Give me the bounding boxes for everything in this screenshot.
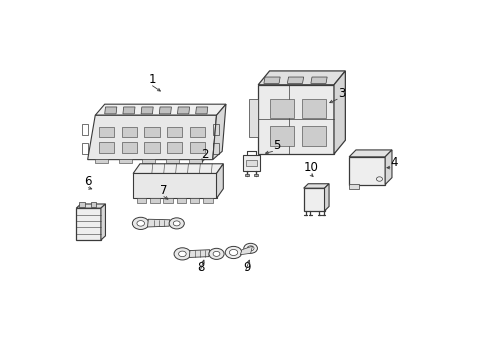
Bar [99,142,114,153]
Bar [150,198,159,203]
Bar [245,160,257,166]
Bar [243,156,260,171]
Polygon shape [133,164,223,174]
Bar [142,159,155,163]
Polygon shape [333,71,345,154]
Bar [212,123,219,135]
Bar [301,126,326,146]
Circle shape [178,251,186,257]
Bar [167,127,182,138]
Text: 7: 7 [160,184,167,197]
Polygon shape [348,150,391,157]
Circle shape [208,248,224,260]
Circle shape [244,243,257,253]
Bar [189,159,202,163]
Bar [82,123,88,135]
Polygon shape [248,99,258,138]
Bar [348,184,358,189]
Polygon shape [95,104,225,115]
Bar [301,99,326,118]
Polygon shape [189,250,209,257]
Bar [203,198,212,203]
Bar [144,127,159,138]
Polygon shape [348,157,385,185]
Bar [90,202,96,207]
Bar [122,142,137,153]
Bar [95,159,108,163]
Bar [82,143,88,154]
Bar [189,198,199,203]
Bar [119,159,132,163]
Polygon shape [310,77,326,84]
Circle shape [173,221,180,226]
Circle shape [137,221,144,226]
Polygon shape [133,174,216,198]
Text: 3: 3 [337,87,345,100]
Polygon shape [147,219,169,227]
Polygon shape [264,77,280,84]
Text: 9: 9 [243,261,250,274]
Polygon shape [76,204,105,208]
Polygon shape [258,85,333,154]
Bar [167,142,182,153]
Bar [269,126,294,146]
Bar [99,127,114,138]
Polygon shape [177,107,189,114]
Polygon shape [303,184,328,188]
Bar [253,174,258,176]
Bar [165,159,179,163]
Polygon shape [122,107,135,114]
Circle shape [229,249,237,256]
Polygon shape [258,71,345,85]
Polygon shape [240,246,252,255]
Text: 1: 1 [148,73,156,86]
Bar [176,198,186,203]
Bar [212,143,219,154]
Circle shape [132,217,149,229]
Polygon shape [287,77,303,84]
Bar [303,188,324,211]
Bar [79,202,84,207]
Polygon shape [87,115,216,159]
Polygon shape [104,107,117,114]
Bar [189,142,205,153]
Bar [163,198,173,203]
Polygon shape [101,204,105,240]
Polygon shape [141,107,153,114]
Circle shape [225,246,242,258]
Polygon shape [212,104,225,159]
Bar [137,198,146,203]
Bar [269,99,294,118]
Bar [76,208,101,240]
Bar [189,127,205,138]
Circle shape [169,218,184,229]
Text: 2: 2 [201,148,208,161]
Text: 6: 6 [84,175,91,188]
Bar [122,127,137,138]
Polygon shape [195,107,207,114]
Circle shape [247,246,253,251]
Text: 4: 4 [390,156,398,169]
Circle shape [174,248,190,260]
Text: 5: 5 [273,139,280,152]
Bar [244,174,249,176]
Polygon shape [324,184,328,211]
Bar [144,142,159,153]
Text: 8: 8 [197,261,204,274]
Polygon shape [385,150,391,185]
Polygon shape [216,164,223,198]
Text: 10: 10 [303,161,318,175]
Circle shape [213,251,220,256]
Polygon shape [159,107,171,114]
